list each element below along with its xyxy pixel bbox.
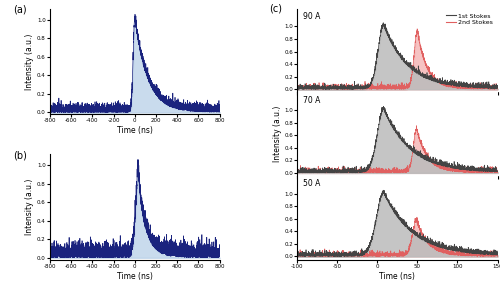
X-axis label: Time (ns): Time (ns) [117, 126, 153, 135]
Y-axis label: Intensity (a.u.): Intensity (a.u.) [26, 179, 35, 235]
Text: 90 A: 90 A [304, 12, 320, 21]
Text: (c): (c) [270, 4, 282, 14]
Text: 50 A: 50 A [304, 179, 320, 189]
Y-axis label: Intensity (a.u.): Intensity (a.u.) [272, 106, 281, 163]
X-axis label: Time (ns): Time (ns) [117, 271, 153, 281]
Y-axis label: Intensity (a.u.): Intensity (a.u.) [26, 33, 35, 90]
Text: (a): (a) [12, 5, 26, 15]
Text: 70 A: 70 A [304, 96, 320, 105]
Text: (b): (b) [12, 150, 26, 160]
Legend: 1st Stokes, 2nd Stokes: 1st Stokes, 2nd Stokes [445, 12, 494, 26]
X-axis label: Time (ns): Time (ns) [380, 271, 416, 281]
